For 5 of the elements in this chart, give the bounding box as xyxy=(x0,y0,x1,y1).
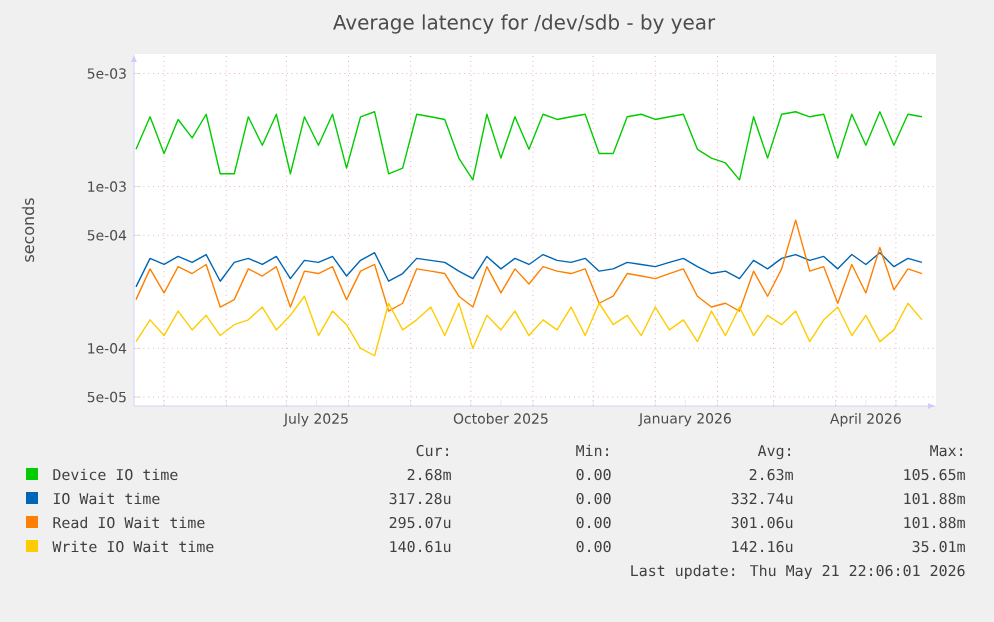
chart-title: Average latency for /dev/sdb - by year xyxy=(333,14,716,34)
line-series xyxy=(135,295,923,357)
line-series xyxy=(135,219,923,312)
line-series xyxy=(135,111,923,181)
line-series xyxy=(135,252,923,288)
